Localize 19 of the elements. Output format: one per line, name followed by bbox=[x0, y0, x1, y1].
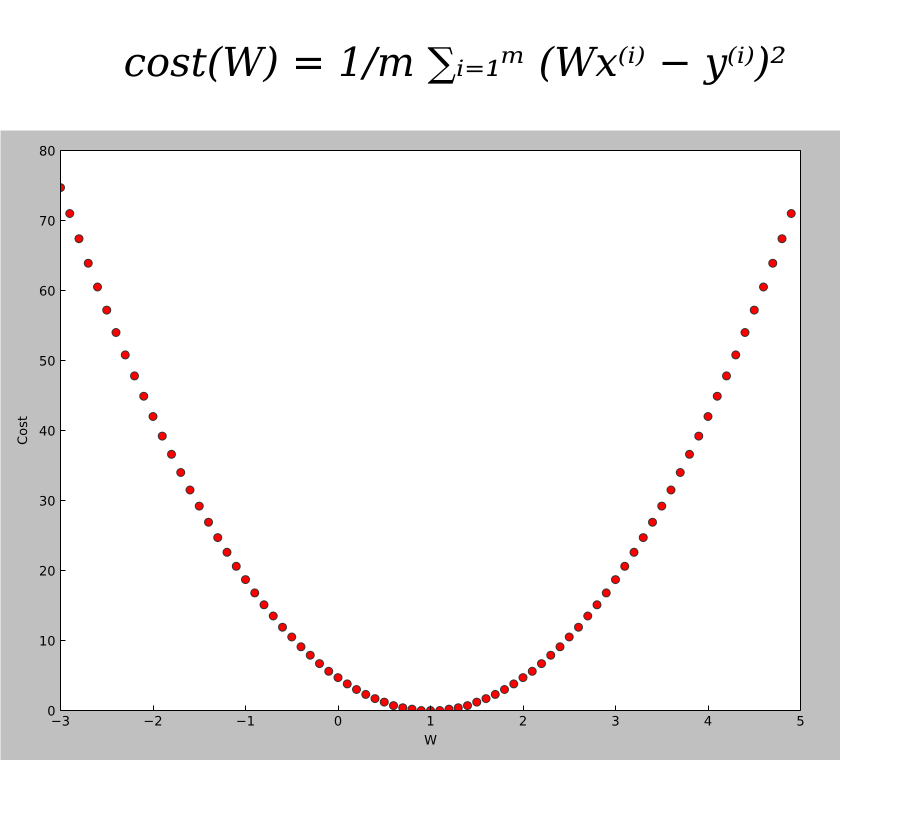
y-tick-label: 30 bbox=[38, 494, 56, 510]
x-tick-label: 0 bbox=[334, 714, 342, 730]
y-tick-label: 50 bbox=[38, 354, 56, 370]
y-tick-label: 80 bbox=[38, 144, 56, 160]
y-tick-label: 10 bbox=[38, 634, 56, 650]
y-tick-label: 70 bbox=[38, 214, 56, 230]
x-tick-label: 2 bbox=[518, 714, 528, 730]
x-tick-label: −1 bbox=[236, 714, 256, 730]
y-tick-label: 40 bbox=[38, 424, 56, 440]
x-tick-label: 1 bbox=[426, 714, 435, 730]
x-axis-title: W bbox=[424, 734, 438, 748]
x-tick-label: 3 bbox=[611, 714, 620, 730]
y-axis-title: Cost bbox=[16, 416, 31, 445]
y-tick-label: 60 bbox=[38, 284, 56, 300]
y-tick-label: 20 bbox=[38, 564, 56, 580]
x-tick-label: 5 bbox=[796, 714, 805, 730]
x-tick-label: 4 bbox=[704, 714, 712, 730]
x-tick-label: −2 bbox=[143, 714, 163, 730]
chart-title: cost(W) = 1/m ∑ᵢ₌₁ᵐ (Wx⁽ⁱ⁾ − y⁽ⁱ⁾)² bbox=[124, 39, 786, 88]
